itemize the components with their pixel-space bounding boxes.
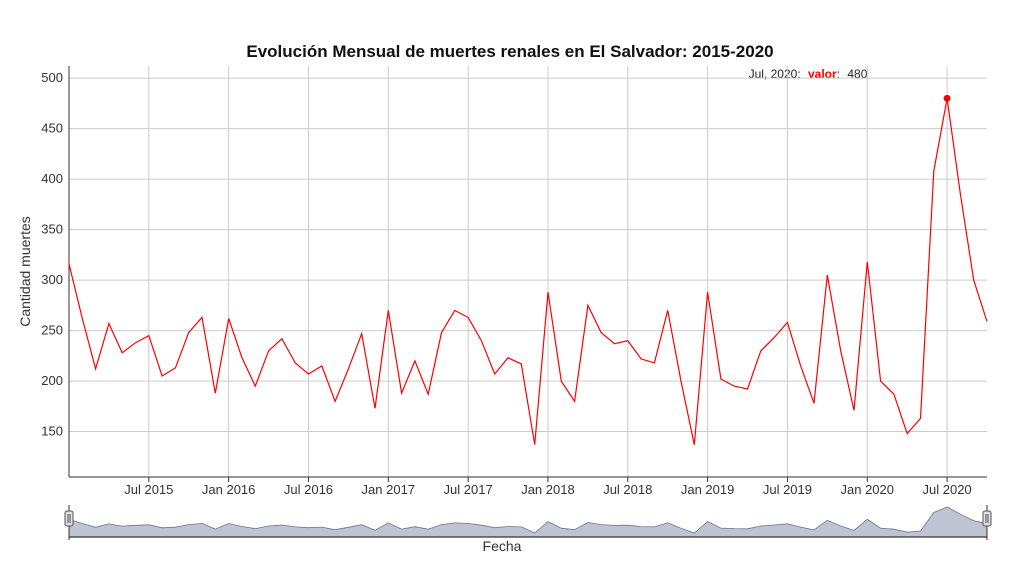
x-tick-label: Jul 2017: [444, 482, 493, 497]
navigator-line: [68, 506, 988, 534]
y-tick-label: 250: [41, 323, 63, 338]
navigator-handle-right[interactable]: [982, 510, 992, 527]
tooltip-date: Jul, 2020:: [749, 67, 801, 81]
y-tick-label: 450: [41, 121, 63, 136]
x-tick-label: Jul 2020: [923, 482, 972, 497]
chart-title: Evolución Mensual de muertes renales en …: [246, 42, 773, 61]
y-tick-label: 400: [41, 171, 63, 186]
handle-grip[interactable]: [982, 510, 992, 527]
handle-grip[interactable]: [64, 510, 74, 527]
y-tick-label: 500: [41, 70, 63, 85]
x-tick-label: Jul 2019: [763, 482, 812, 497]
range-navigator[interactable]: [64, 505, 992, 540]
x-tick-label: Jul 2016: [284, 482, 333, 497]
navigator-area: [69, 507, 987, 537]
x-axis-label: Fecha: [483, 538, 522, 554]
y-axis-label: Cantidad muertes: [17, 216, 33, 327]
highlight-point[interactable]: [943, 94, 951, 102]
x-tick-label: Jul 2018: [603, 482, 652, 497]
svg-text:Jul, 2020: valor:: Jul, 2020: valor: 480: [749, 67, 868, 81]
navigator-handle-left[interactable]: [64, 510, 74, 527]
x-tick-label: Jul 2015: [124, 482, 173, 497]
x-tick-label: Jan 2020: [841, 482, 895, 497]
y-tick-label: 300: [41, 272, 63, 287]
x-tick-label: Jan 2018: [521, 482, 575, 497]
y-tick-label: 200: [41, 373, 63, 388]
series-line[interactable]: [68, 98, 988, 445]
x-axis-ticks: Jul 2015 Jan 2016 Jul 2016 Jan 2017 Jul 2017…: [124, 477, 972, 497]
tooltip-value: 480: [847, 67, 867, 81]
y-tick-label: 150: [41, 424, 63, 439]
y-tick-label: 350: [41, 222, 63, 237]
tooltip-key: valor: [808, 67, 837, 81]
x-tick-label: Jan 2016: [202, 482, 256, 497]
y-axis-ticks: 150 200 250 300 350 400 450 500: [41, 70, 63, 438]
x-tick-label: Jan 2017: [362, 482, 416, 497]
grid: [69, 66, 987, 477]
x-tick-label: Jan 2019: [681, 482, 735, 497]
tooltip: Jul, 2020: valor: 480: [749, 67, 868, 81]
